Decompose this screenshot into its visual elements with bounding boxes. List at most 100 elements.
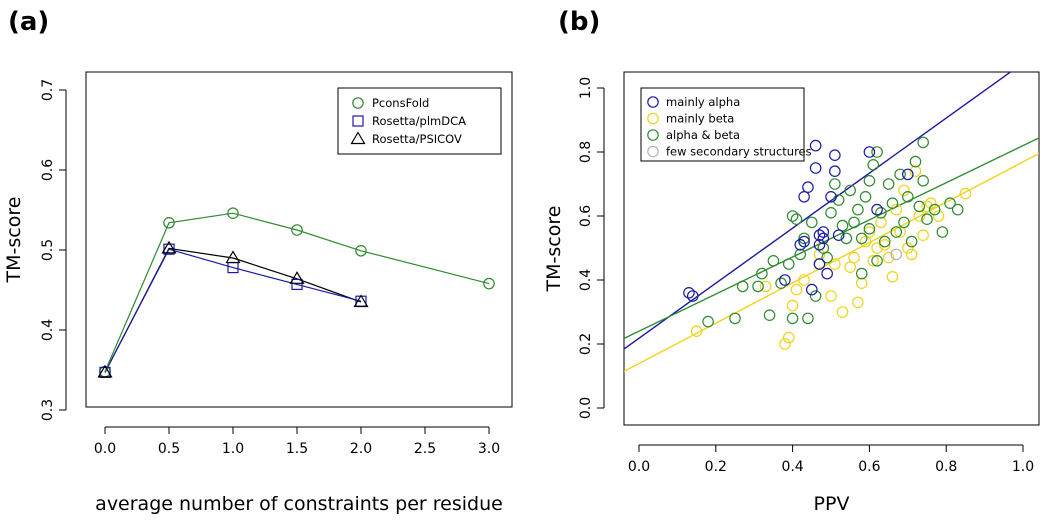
legend: PconsFold Rosetta/plmDCA Rosetta/PSICOV <box>337 87 502 155</box>
data-point <box>289 271 305 284</box>
data-point <box>863 146 876 158</box>
legend-box <box>337 87 502 155</box>
x-tick-label: 2.0 <box>350 441 372 457</box>
plot-area <box>97 207 495 378</box>
data-point <box>925 197 937 209</box>
data-point <box>798 274 810 286</box>
x-tick-label: 2.5 <box>414 441 436 457</box>
data-point <box>683 286 695 299</box>
data-point <box>871 254 883 267</box>
x-tick-label: 3.0 <box>478 441 500 457</box>
data-point <box>786 312 799 325</box>
data-point <box>291 224 303 236</box>
data-point <box>882 251 895 264</box>
y-tick-label: 0.4 <box>578 269 594 291</box>
x-tick-label: 0.2 <box>705 459 727 475</box>
data-point <box>932 210 945 222</box>
data-point <box>917 175 929 187</box>
data-point <box>836 306 849 318</box>
y-tick-label: 0.0 <box>578 397 594 419</box>
y-tick-label: 0.6 <box>578 205 594 227</box>
data-point <box>921 200 933 213</box>
data-point <box>959 187 972 200</box>
x-tick-label: 0.4 <box>781 459 803 475</box>
line-chart-constraints: 0.0 0.5 1.0 1.5 2.0 2.5 3.0 0.3 0.4 0.5 0.6 0.7 aver… <box>3 71 513 515</box>
data-point <box>355 245 367 257</box>
data-point <box>936 226 949 238</box>
data-point <box>905 235 918 248</box>
data-point <box>690 325 703 337</box>
legend-entry: alpha & beta <box>666 128 740 142</box>
data-point <box>882 178 895 190</box>
data-point <box>829 258 841 270</box>
data-point <box>805 283 818 296</box>
data-point <box>859 191 872 203</box>
y-tick-label: 1.0 <box>578 77 594 99</box>
x-tick-label: 0.0 <box>94 441 116 457</box>
data-point <box>863 226 876 238</box>
data-point <box>878 235 891 248</box>
data-point <box>921 213 933 225</box>
data-point <box>782 331 795 344</box>
data-point <box>813 229 826 241</box>
x-tick-label: 0.8 <box>935 459 957 475</box>
data-point <box>752 280 764 293</box>
data-point <box>825 191 837 203</box>
data-point <box>848 216 860 229</box>
legend-entry: mainly beta <box>666 112 734 126</box>
data-point <box>852 296 864 309</box>
data-point <box>909 155 922 168</box>
data-point <box>886 270 899 283</box>
data-point <box>817 242 830 254</box>
data-point <box>867 159 880 171</box>
regression-line-mainly-alpha <box>624 72 1012 350</box>
data-point <box>786 299 799 312</box>
data-point <box>821 267 833 280</box>
data-point <box>890 226 903 238</box>
data-point <box>825 207 837 219</box>
data-point <box>483 277 495 290</box>
data-point <box>790 213 803 225</box>
data-point <box>944 197 956 209</box>
x-tick-label: 1.0 <box>222 441 244 457</box>
data-point <box>163 217 175 229</box>
data-point <box>917 229 929 241</box>
data-point <box>863 175 876 187</box>
plot-area <box>624 72 1039 373</box>
data-point <box>759 280 772 293</box>
data-point <box>829 149 841 161</box>
data-point <box>878 239 891 251</box>
y-tick-label: 0.7 <box>40 79 56 101</box>
data-point <box>813 239 826 251</box>
data-point <box>832 194 845 206</box>
plot-frame <box>85 71 513 408</box>
data-point <box>775 277 787 289</box>
panel-label-a: (a) <box>8 7 49 37</box>
legend-marker <box>647 129 659 141</box>
legend-marker <box>647 145 659 158</box>
legend-entry: few secondary structures <box>666 145 812 159</box>
y-axis-title: TM-score <box>543 206 565 293</box>
x-tick-label: 0.6 <box>858 459 880 475</box>
panel-label-b: (b) <box>558 7 600 37</box>
data-point <box>855 267 868 280</box>
x-tick-label: 0.0 <box>628 459 650 475</box>
data-point <box>855 232 868 245</box>
legend-entry: PconsFold <box>372 96 429 110</box>
data-point <box>779 274 791 286</box>
data-point <box>821 251 833 264</box>
data-point <box>729 312 741 325</box>
legend-box <box>640 87 805 162</box>
legend: mainly alpha mainly beta alpha & beta few s… <box>640 87 812 162</box>
data-point <box>802 181 814 193</box>
y-axis-title: TM-score <box>3 197 25 284</box>
data-point <box>898 184 910 197</box>
data-point <box>736 280 749 293</box>
data-point <box>905 248 918 261</box>
data-point <box>871 242 883 254</box>
y-tick-label: 0.4 <box>40 319 56 341</box>
regression-line-alpha-beta <box>624 137 1039 340</box>
data-point <box>886 197 899 209</box>
x-tick-label: 1.0 <box>1012 459 1034 475</box>
